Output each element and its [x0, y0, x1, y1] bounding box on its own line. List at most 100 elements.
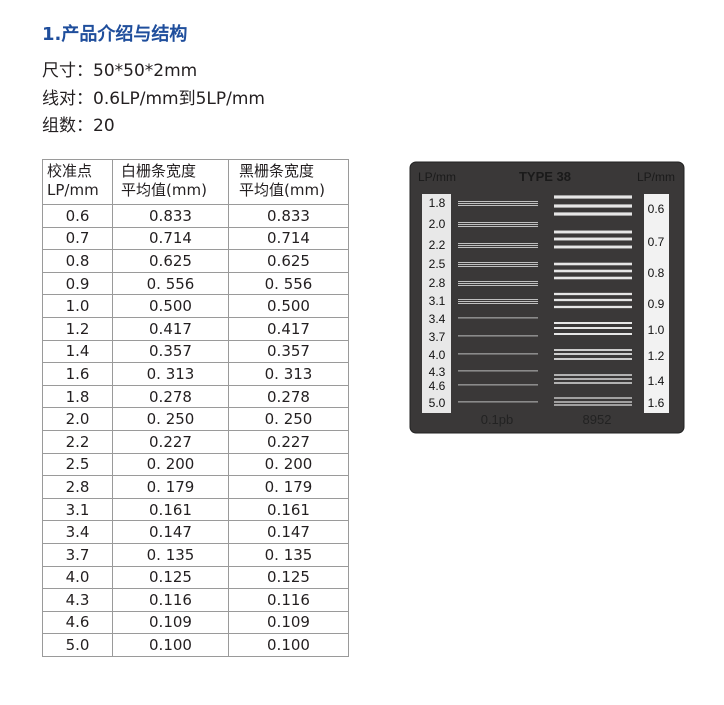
plate-fine-bar: [458, 245, 538, 246]
plate-fine-bar: [458, 370, 538, 372]
resolution-test-plate-photo: LP/mm TYPE 38 LP/mm 0.1pb 8952 1.8 2.0 2.2…: [395, 155, 695, 440]
white-width-cell: 0.625: [112, 249, 229, 273]
lp-cell: 0.8: [42, 249, 113, 273]
black-width-cell: 0.116: [228, 588, 349, 612]
plate-left-label: 1.8: [429, 196, 446, 210]
table-row: 1.2 0.417 0.417: [42, 316, 349, 341]
white-width-cell: 0.417: [112, 316, 229, 341]
lp-cell: 0.6: [42, 204, 113, 228]
white-width-cell: 0. 313: [112, 362, 229, 386]
plate-coarse-bar: [554, 276, 632, 280]
lp-cell: 3.4: [42, 520, 113, 544]
lp-cell: 1.0: [42, 294, 113, 318]
lp-cell: 0.9: [42, 271, 113, 296]
spec-table: 校准点 LP/mm 白栅条宽度 平均值(mm) 黑栅条宽度 平均值(mm) 0.6 0.…: [42, 159, 349, 657]
plate-fine-bar: [458, 201, 538, 202]
white-width-cell: 0. 250: [112, 407, 229, 431]
black-width-cell: 0. 135: [228, 542, 349, 567]
table-row: 0.6 0.833 0.833: [42, 204, 349, 228]
plate-coarse-bar: [554, 374, 632, 376]
section-title: 1.产品介绍与结构: [42, 24, 188, 45]
black-width-cell: 0.714: [228, 226, 349, 251]
table-row: 4.3 0.116 0.116: [42, 588, 349, 612]
lp-cell: 1.4: [42, 339, 113, 364]
white-width-cell: 0.227: [112, 429, 229, 454]
white-width-cell: 0.100: [112, 633, 229, 657]
plate-left-label: 4.6: [429, 379, 446, 393]
table-row: 5.0 0.100 0.100: [42, 633, 349, 657]
plate-right-label: 1.6: [648, 396, 665, 410]
plate-body: [409, 161, 685, 434]
white-width-cell: 0.109: [112, 610, 229, 635]
black-width-cell: 0. 179: [228, 475, 349, 499]
table-header: 校准点 LP/mm 白栅条宽度 平均值(mm) 黑栅条宽度 平均值(mm): [42, 159, 349, 205]
black-width-cell: 0.109: [228, 610, 349, 635]
black-width-cell: 0.278: [228, 384, 349, 409]
table-row: 1.4 0.357 0.357: [42, 339, 349, 364]
lp-cell: 1.6: [42, 362, 113, 386]
spec-size: 尺寸：50*50*2mm: [42, 61, 198, 81]
white-width-cell: 0. 179: [112, 475, 229, 499]
spec-line-pairs: 线对：0.6LP/mm到5LP/mm: [42, 89, 265, 109]
plate-fine-bar: [458, 266, 538, 267]
plate-coarse-bar: [554, 298, 632, 302]
plate-left-label: 2.2: [429, 238, 446, 252]
plate-coarse-bar: [554, 269, 632, 273]
black-width-cell: 0.417: [228, 316, 349, 341]
table-row: 0.9 0. 556 0. 556: [42, 271, 349, 296]
plate-left-label: 2.8: [429, 276, 446, 290]
black-width-cell: 0.357: [228, 339, 349, 364]
black-width-cell: 0. 313: [228, 362, 349, 386]
white-width-cell: 0. 200: [112, 452, 229, 477]
white-width-cell: 0.161: [112, 497, 229, 522]
plate-fine-bar: [458, 205, 538, 206]
white-width-cell: 0. 556: [112, 271, 229, 296]
table-row: 0.8 0.625 0.625: [42, 249, 349, 273]
spec-groups: 组数：20: [42, 116, 115, 136]
white-width-cell: 0.714: [112, 226, 229, 251]
plate-fine-bar: [458, 285, 538, 286]
black-width-cell: 0.500: [228, 294, 349, 318]
table-row: 2.8 0. 179 0. 179: [42, 475, 349, 499]
white-width-cell: 0.500: [112, 294, 229, 318]
plate-fine-bar: [458, 226, 538, 227]
plate-coarse-bar: [554, 397, 632, 399]
lp-cell: 5.0: [42, 633, 113, 657]
left-label-strip: [422, 194, 451, 413]
plate-fine-bar: [458, 224, 538, 225]
plate-fine-bar: [458, 301, 538, 302]
plate-coarse-bar: [554, 195, 632, 199]
plate-left-label: 2.0: [429, 217, 446, 231]
table-row: 2.2 0.227 0.227: [42, 429, 349, 454]
plate-left-label: 4.3: [429, 365, 446, 379]
lp-cell: 4.0: [42, 565, 113, 590]
right-label-strip: [644, 194, 669, 413]
plate-coarse-bar: [554, 382, 632, 384]
plate-right-label: 0.9: [648, 297, 665, 311]
table-row: 4.0 0.125 0.125: [42, 565, 349, 590]
plate-coarse-bar: [554, 305, 632, 309]
table-row: 4.6 0.109 0.109: [42, 610, 349, 635]
plate-right-label: 1.4: [648, 374, 665, 388]
lp-cell: 4.3: [42, 588, 113, 612]
plate-fine-bar: [458, 353, 538, 355]
black-width-cell: 0.833: [228, 204, 349, 228]
plate-left-label: 3.7: [429, 330, 446, 344]
lp-cell: 3.1: [42, 497, 113, 522]
plate-fine-bar: [458, 283, 538, 284]
plate-right-label: 1.2: [648, 349, 665, 363]
white-width-cell: 0. 135: [112, 542, 229, 567]
plate-type: TYPE 38: [519, 169, 571, 184]
plate-right-label: 0.6: [648, 202, 665, 216]
white-width-cell: 0.357: [112, 339, 229, 364]
table-row: 3.4 0.147 0.147: [42, 520, 349, 544]
black-width-cell: 0.100: [228, 633, 349, 657]
plate-coarse-bar: [554, 401, 632, 403]
plate-fine-bar: [458, 262, 538, 263]
plate-fine-bar: [458, 335, 538, 337]
plate-coarse-bar: [554, 212, 632, 216]
lp-cell: 1.8: [42, 384, 113, 409]
plate-left-label: 3.4: [429, 312, 446, 326]
plate-right-label: 0.7: [648, 235, 665, 249]
plate-fine-bar: [458, 303, 538, 304]
